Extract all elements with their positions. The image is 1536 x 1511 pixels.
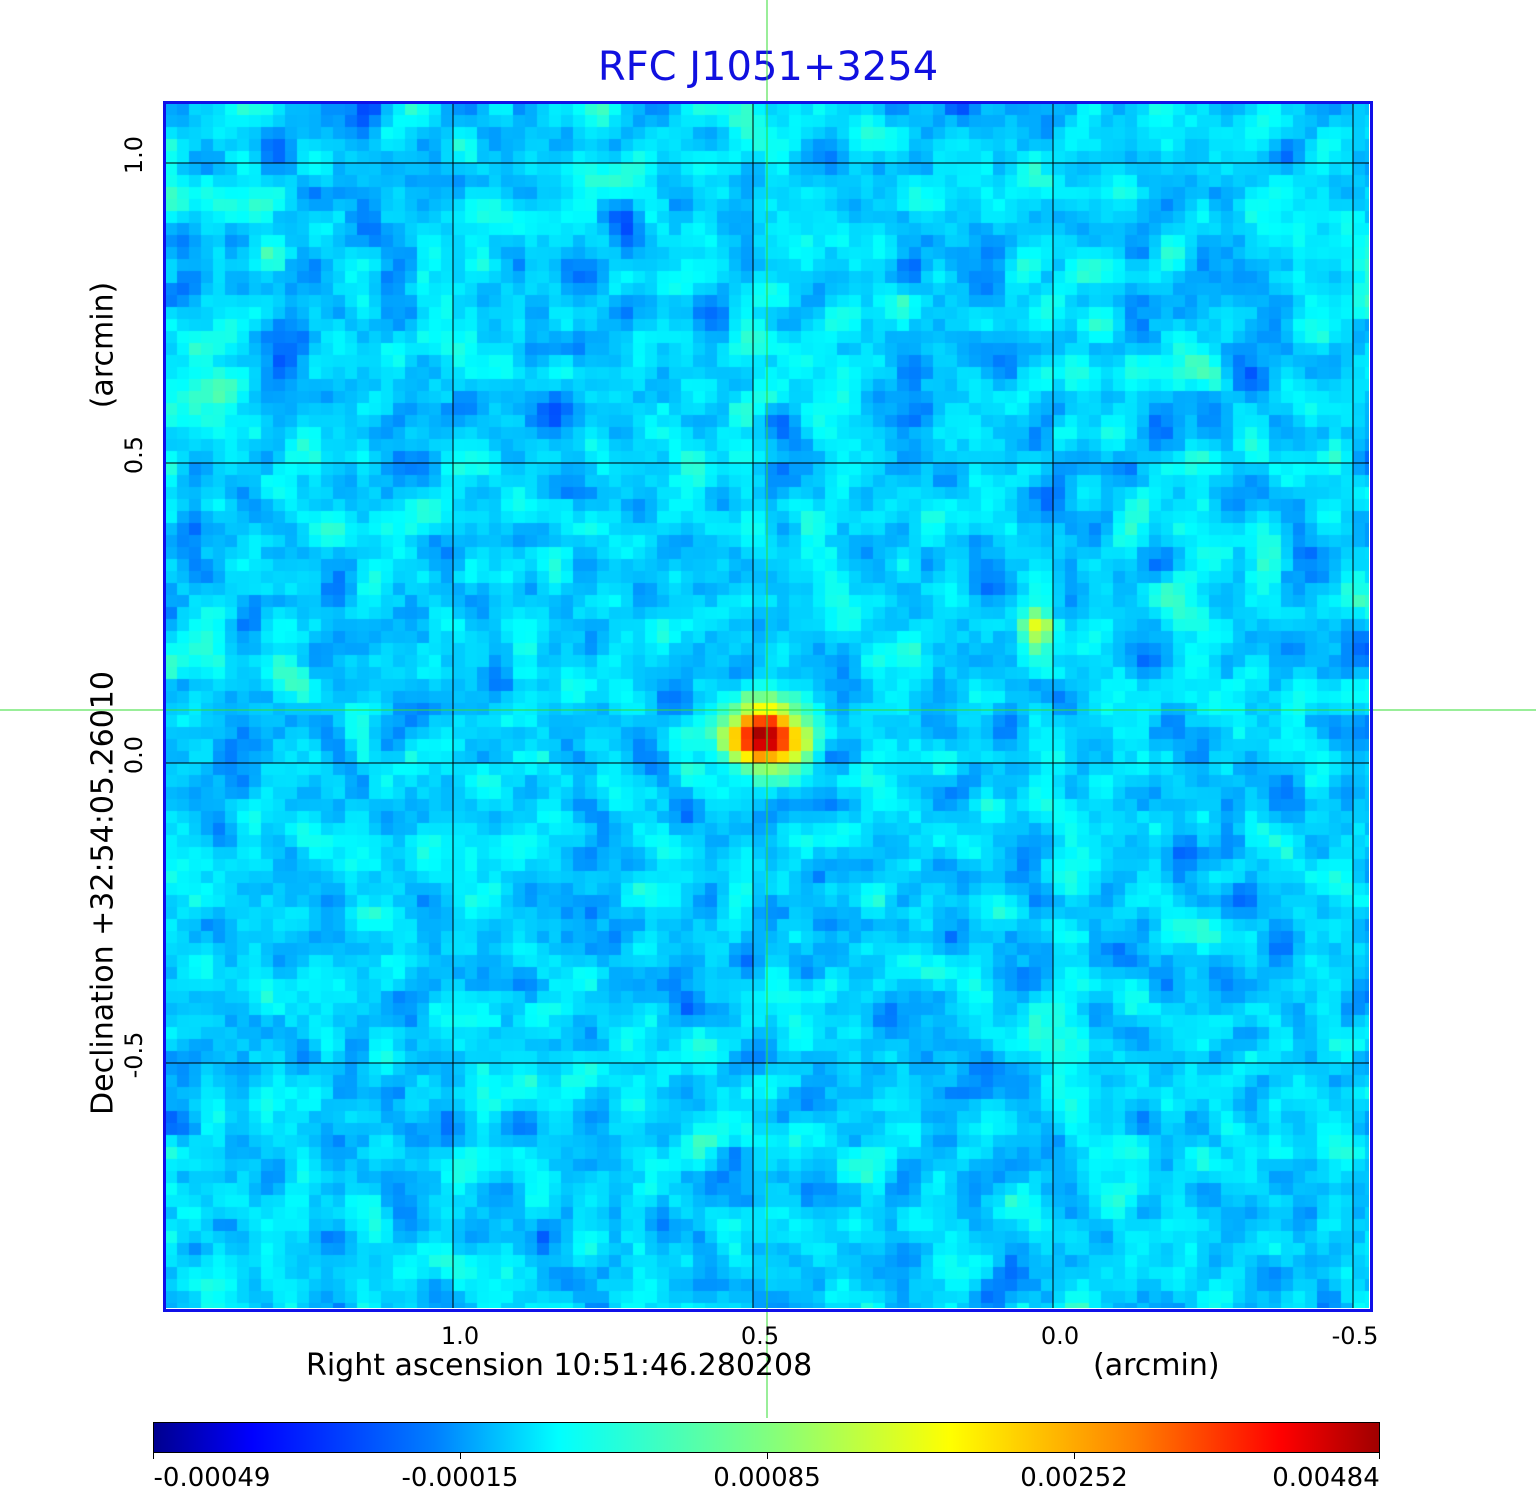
y-tick-label: 0.5	[120, 435, 148, 475]
y-tick-label: -0.5	[120, 1031, 148, 1079]
colorbar	[153, 1422, 1380, 1453]
plot-frame	[163, 101, 1373, 1312]
x-axis-unit: (arcmin)	[1093, 1348, 1220, 1383]
x-tick-label: -0.5	[1331, 1322, 1379, 1350]
colorbar-tick	[767, 1453, 768, 1459]
colorbar-tick-label: 0.00484	[1272, 1463, 1380, 1493]
x-tick-label: 0.0	[1040, 1322, 1080, 1350]
colorbar-tick	[1379, 1453, 1380, 1459]
colorbar-tick	[1074, 1453, 1075, 1459]
x-tick-label: 1.0	[440, 1322, 480, 1350]
colorbar-tick-label: 0.00252	[1020, 1463, 1128, 1493]
colorbar-tick	[460, 1453, 461, 1459]
colorbar-tick-label: -0.00015	[401, 1463, 519, 1493]
x-axis-label: Right ascension 10:51:46.280208	[306, 1348, 813, 1383]
y-axis-label: Declination +32:54:05.26010	[85, 671, 121, 1115]
colorbar-tick	[153, 1453, 154, 1459]
colorbar-tick-label: 0.00085	[713, 1463, 821, 1493]
y-tick-label: 1.0	[120, 135, 148, 175]
y-axis-unit: (arcmin)	[85, 281, 121, 409]
chart-title: RFC J1051+3254	[597, 44, 939, 90]
x-tick-label: 0.5	[740, 1322, 780, 1350]
colorbar-tick-label: -0.00049	[153, 1463, 271, 1493]
y-tick-label: 0.0	[120, 735, 148, 775]
